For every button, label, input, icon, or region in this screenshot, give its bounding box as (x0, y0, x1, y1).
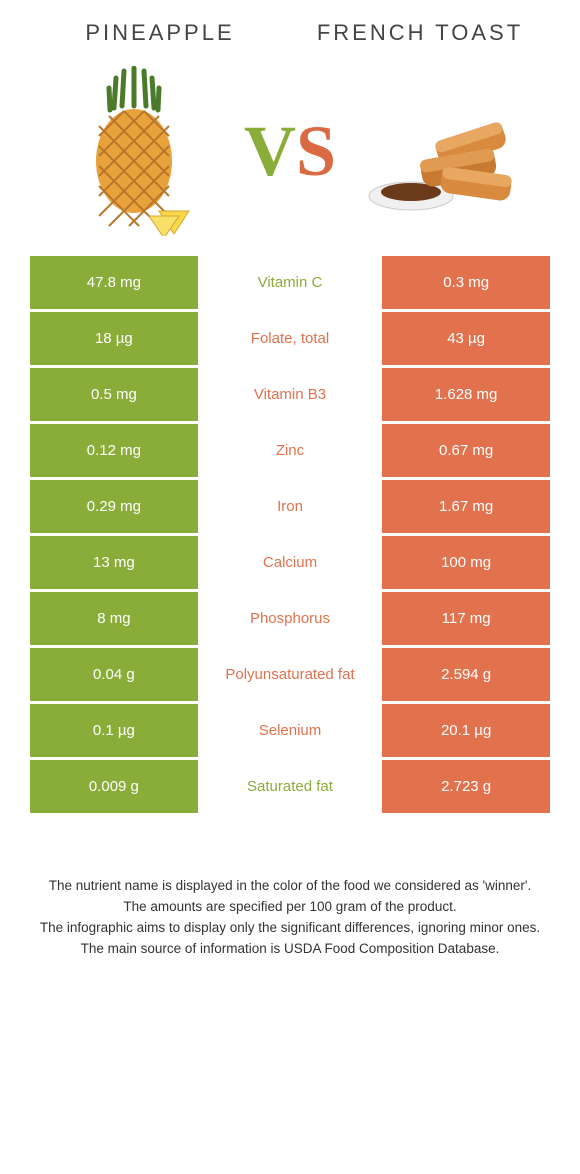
left-value: 0.29 mg (30, 480, 198, 533)
right-value: 2.723 g (382, 760, 550, 813)
right-value: 100 mg (382, 536, 550, 589)
left-value: 13 mg (30, 536, 198, 589)
right-value: 2.594 g (382, 648, 550, 701)
footer-line-2: The amounts are specified per 100 gram o… (30, 897, 550, 918)
nutrient-row: 0.04 gPolyunsaturated fat2.594 g (30, 648, 550, 701)
nutrient-label: Vitamin C (198, 256, 383, 309)
footer-line-1: The nutrient name is displayed in the co… (30, 876, 550, 897)
french-toast-image (342, 66, 550, 236)
right-food-title: French toast (290, 20, 550, 46)
left-value: 47.8 mg (30, 256, 198, 309)
nutrient-table: 47.8 mgVitamin C0.3 mg18 µgFolate, total… (0, 256, 580, 816)
left-value: 0.5 mg (30, 368, 198, 421)
nutrient-row: 8 mgPhosphorus117 mg (30, 592, 550, 645)
nutrient-label: Phosphorus (198, 592, 383, 645)
footer-line-4: The main source of information is USDA F… (30, 939, 550, 960)
nutrient-row: 0.1 µgSelenium20.1 µg (30, 704, 550, 757)
right-value: 117 mg (382, 592, 550, 645)
nutrient-label: Selenium (198, 704, 383, 757)
left-food-title: Pineapple (30, 20, 290, 46)
nutrient-label: Zinc (198, 424, 383, 477)
right-value: 0.3 mg (382, 256, 550, 309)
right-value: 1.67 mg (382, 480, 550, 533)
nutrient-label: Folate, total (198, 312, 383, 365)
right-value: 43 µg (382, 312, 550, 365)
nutrient-row: 0.009 gSaturated fat2.723 g (30, 760, 550, 813)
right-value: 1.628 mg (382, 368, 550, 421)
nutrient-label: Calcium (198, 536, 383, 589)
nutrient-row: 0.5 mgVitamin B31.628 mg (30, 368, 550, 421)
footer-notes: The nutrient name is displayed in the co… (0, 876, 580, 980)
nutrient-row: 13 mgCalcium100 mg (30, 536, 550, 589)
left-value: 0.009 g (30, 760, 198, 813)
vs-label: VS (238, 110, 342, 193)
nutrient-row: 0.29 mgIron1.67 mg (30, 480, 550, 533)
nutrient-label: Polyunsaturated fat (198, 648, 383, 701)
nutrient-label: Vitamin B3 (198, 368, 383, 421)
header-row: Pineapple French toast (0, 0, 580, 56)
left-value: 18 µg (30, 312, 198, 365)
nutrient-row: 47.8 mgVitamin C0.3 mg (30, 256, 550, 309)
vs-s: S (296, 111, 336, 191)
left-value: 8 mg (30, 592, 198, 645)
footer-line-3: The infographic aims to display only the… (30, 918, 550, 939)
right-value: 20.1 µg (382, 704, 550, 757)
nutrient-label: Saturated fat (198, 760, 383, 813)
left-value: 0.1 µg (30, 704, 198, 757)
left-value: 0.04 g (30, 648, 198, 701)
left-value: 0.12 mg (30, 424, 198, 477)
pineapple-image (30, 66, 238, 236)
nutrient-label: Iron (198, 480, 383, 533)
vs-v: V (244, 111, 296, 191)
images-row: VS (0, 56, 580, 256)
nutrient-row: 18 µgFolate, total43 µg (30, 312, 550, 365)
nutrient-row: 0.12 mgZinc0.67 mg (30, 424, 550, 477)
right-value: 0.67 mg (382, 424, 550, 477)
